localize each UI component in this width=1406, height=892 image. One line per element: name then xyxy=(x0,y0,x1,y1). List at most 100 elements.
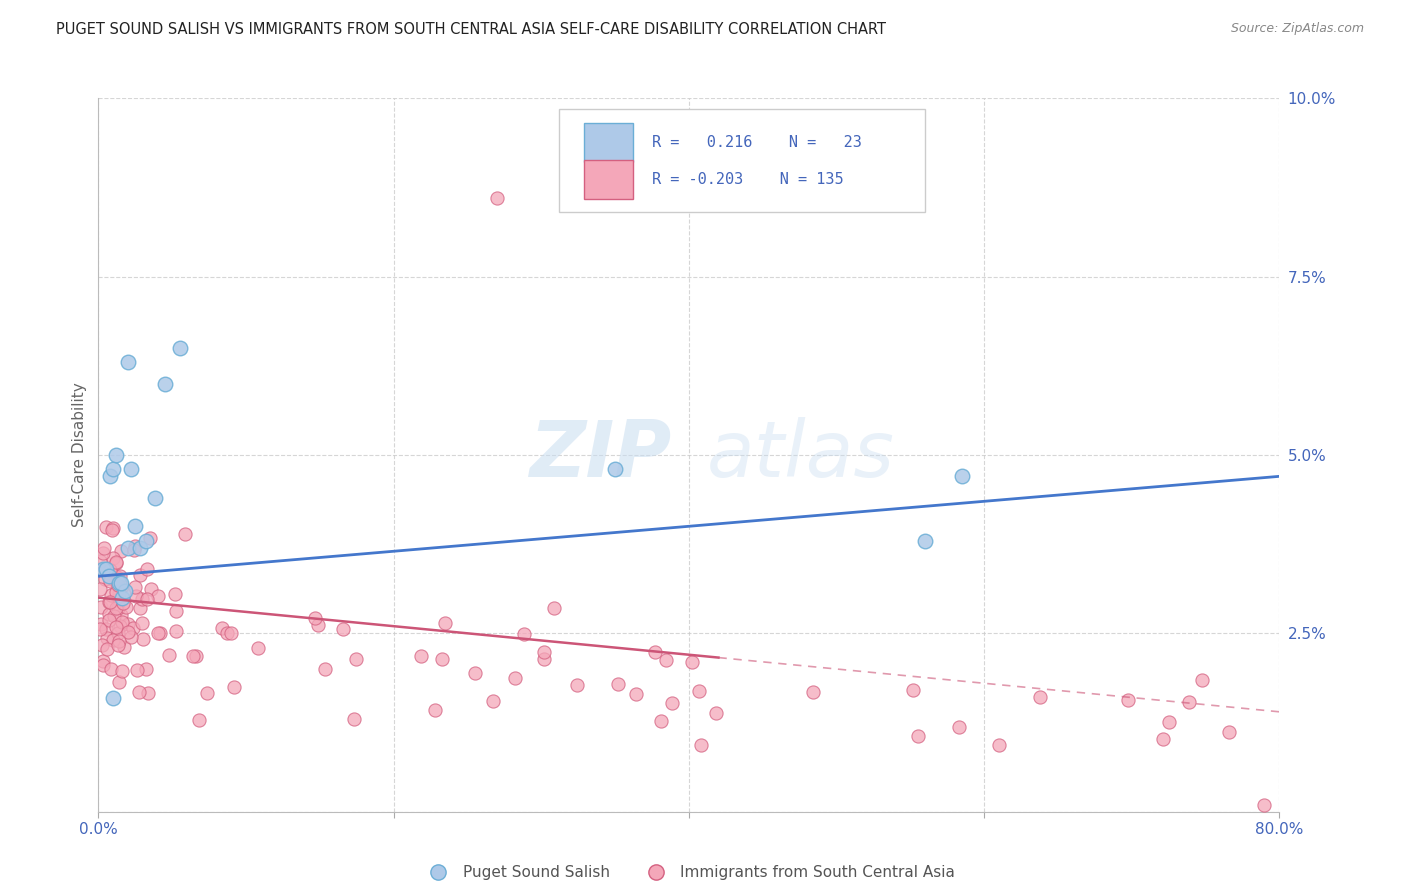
Point xyxy=(110,607,132,622)
Point xyxy=(105,570,128,584)
Point xyxy=(131,615,153,630)
Point xyxy=(1253,797,1275,812)
Point xyxy=(122,621,145,635)
Point xyxy=(120,630,142,644)
FancyBboxPatch shape xyxy=(583,161,634,199)
Point xyxy=(97,569,120,583)
Point xyxy=(110,544,132,558)
Point xyxy=(486,191,509,205)
Point xyxy=(157,648,180,662)
Point xyxy=(90,562,112,576)
FancyBboxPatch shape xyxy=(560,109,925,212)
Point xyxy=(115,600,138,615)
Point xyxy=(103,573,125,587)
Point xyxy=(97,613,120,627)
Point xyxy=(103,551,125,566)
Point xyxy=(247,640,270,655)
Point xyxy=(98,563,121,577)
Point xyxy=(124,519,146,533)
Point xyxy=(103,632,125,647)
Point xyxy=(93,541,115,556)
Point xyxy=(1178,695,1201,709)
Text: Source: ZipAtlas.com: Source: ZipAtlas.com xyxy=(1230,22,1364,36)
Point xyxy=(139,531,162,545)
Point xyxy=(1218,725,1240,739)
Point xyxy=(169,341,191,355)
Point xyxy=(136,686,159,700)
Point xyxy=(543,601,565,615)
Point xyxy=(111,579,134,593)
Point xyxy=(117,624,139,639)
Point xyxy=(644,645,666,659)
Point xyxy=(166,624,188,638)
Point xyxy=(128,601,150,615)
Point xyxy=(107,638,129,652)
Point xyxy=(96,623,118,637)
Point xyxy=(89,554,111,568)
Point xyxy=(90,599,112,614)
Point xyxy=(907,729,929,743)
Point xyxy=(1116,693,1139,707)
Point xyxy=(107,675,129,690)
Point xyxy=(100,574,122,588)
Point xyxy=(215,626,238,640)
Point xyxy=(165,587,187,601)
Point xyxy=(149,626,172,640)
Point xyxy=(481,694,503,708)
Point xyxy=(128,541,150,555)
Point xyxy=(135,662,157,676)
Point xyxy=(136,562,159,576)
Point xyxy=(503,671,526,685)
Point xyxy=(165,604,187,618)
Point xyxy=(108,586,131,600)
Text: R = -0.203    N = 135: R = -0.203 N = 135 xyxy=(652,172,844,187)
Point xyxy=(108,591,131,606)
Point xyxy=(103,690,125,705)
Point xyxy=(988,738,1011,752)
Point xyxy=(90,638,112,652)
Point xyxy=(108,576,131,591)
Point xyxy=(148,625,170,640)
Point xyxy=(146,589,169,603)
Point xyxy=(97,607,120,622)
Point xyxy=(124,543,146,558)
Point xyxy=(533,645,555,659)
Point xyxy=(914,533,936,548)
Point xyxy=(112,584,135,599)
Point xyxy=(105,556,128,570)
Point xyxy=(90,616,112,631)
Point xyxy=(432,651,454,665)
Point xyxy=(108,569,131,583)
Point xyxy=(222,680,245,694)
Point xyxy=(94,572,117,586)
Point xyxy=(117,541,139,555)
Point xyxy=(688,684,710,698)
Point xyxy=(174,527,197,541)
Point xyxy=(690,738,713,752)
Point xyxy=(107,600,129,615)
Point xyxy=(188,714,211,728)
Point xyxy=(565,678,588,692)
Legend: Puget Sound Salish, Immigrants from South Central Asia: Puget Sound Salish, Immigrants from Sout… xyxy=(418,859,960,886)
Point xyxy=(111,664,134,678)
Point xyxy=(219,625,242,640)
Point xyxy=(101,523,124,537)
Point xyxy=(105,585,128,599)
Point xyxy=(409,648,432,663)
Point xyxy=(104,555,127,569)
Point xyxy=(98,469,121,483)
Point xyxy=(681,655,703,669)
Point xyxy=(533,651,555,665)
Point xyxy=(94,520,117,534)
Point xyxy=(464,666,486,681)
Point xyxy=(105,448,128,462)
Point xyxy=(1159,715,1181,730)
Point xyxy=(100,595,122,609)
Point xyxy=(117,355,139,369)
Point xyxy=(104,620,127,634)
Point xyxy=(131,592,153,607)
Point xyxy=(112,640,135,654)
Point xyxy=(332,622,354,636)
Point xyxy=(127,663,149,677)
Point xyxy=(153,376,176,391)
